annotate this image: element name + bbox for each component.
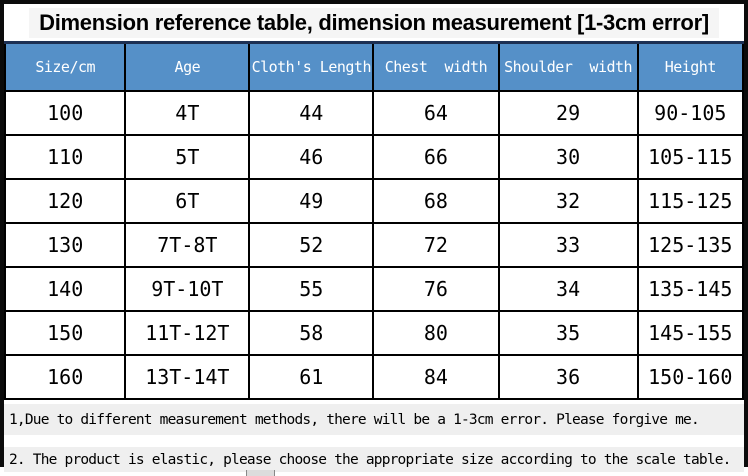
table-cell: 72: [372, 222, 500, 268]
table-cell: 80: [372, 310, 500, 356]
table-cell: 130: [3, 222, 127, 268]
table-cell: 35: [497, 310, 639, 356]
table-cell: 68: [372, 178, 500, 224]
table-row: 160 13T-14T 61 84 36 150-160: [3, 354, 745, 400]
table-header: Size/cm Age Cloth's Length Chest width Shoul…: [3, 41, 745, 92]
table-row: 130 7T-8T 52 72 33 125-135: [3, 222, 745, 268]
table-row: 110 5T 46 66 30 105-115: [3, 134, 745, 180]
table-cell: 34: [497, 266, 639, 312]
table-cell: 9T-10T: [124, 266, 251, 312]
table-cell: 145-155: [636, 310, 745, 356]
table-cell: 100: [3, 90, 127, 136]
table-cell: 52: [248, 222, 375, 268]
table-cell: 66: [372, 134, 500, 180]
page-title: Dimension reference table, dimension mea…: [29, 7, 719, 38]
column-header: Height: [636, 41, 745, 92]
table-row: 150 11T-12T 58 80 35 145-155: [3, 310, 745, 356]
table-cell: 49: [248, 178, 375, 224]
table-cell: 105-115: [636, 134, 745, 180]
table-body: 100 4T 44 64 29 90-105 110 5T 46 66 30 105-115 120 6T…: [3, 90, 745, 400]
table-cell: 11T-12T: [124, 310, 251, 356]
table-cell: 33: [497, 222, 639, 268]
table-cell: 61: [248, 354, 375, 400]
cutoff-fragment: [246, 470, 275, 476]
table-cell: 90-105: [636, 90, 745, 136]
column-header: Age: [124, 41, 251, 92]
table-cell: 6T: [124, 178, 251, 224]
table-cell: 5T: [124, 134, 251, 180]
table-cell: 55: [248, 266, 375, 312]
table-cell: 150-160: [636, 354, 745, 400]
table-row: 120 6T 49 68 32 115-125: [3, 178, 745, 224]
note-line-2: 2. The product is elastic, please choose…: [4, 447, 744, 472]
column-header: Chest width: [372, 41, 500, 92]
table-cell: 58: [248, 310, 375, 356]
table-row: 100 4T 44 64 29 90-105: [3, 90, 745, 136]
column-header: Cloth's Length: [248, 41, 375, 92]
table-cell: 150: [3, 310, 127, 356]
table-cell: 7T-8T: [124, 222, 251, 268]
table-row: 140 9T-10T 55 76 34 135-145: [3, 266, 745, 312]
title-bar: Dimension reference table, dimension mea…: [4, 4, 744, 41]
table-cell: 13T-14T: [124, 354, 251, 400]
table-cell: 29: [497, 90, 639, 136]
table-cell: 36: [497, 354, 639, 400]
column-header: Shoulder width: [497, 41, 639, 92]
table-cell: 46: [248, 134, 375, 180]
table-cell: 110: [3, 134, 127, 180]
table-cell: 44: [248, 90, 375, 136]
column-header: Size/cm: [3, 41, 127, 92]
table-cell: 160: [3, 354, 127, 400]
table-cell: 125-135: [636, 222, 745, 268]
table-cell: 76: [372, 266, 500, 312]
table-cell: 140: [3, 266, 127, 312]
header-row: Size/cm Age Cloth's Length Chest width Shoul…: [3, 41, 745, 92]
table-cell: 4T: [124, 90, 251, 136]
table-cell: 120: [3, 178, 127, 224]
table-cell: 135-145: [636, 266, 745, 312]
note-line-1: 1,Due to different measurement methods, …: [4, 404, 744, 435]
table-cell: 32: [497, 178, 639, 224]
table-cell: 84: [372, 354, 500, 400]
table-cell: 30: [497, 134, 639, 180]
dimension-reference-table: Size/cm Age Cloth's Length Chest width Shoul…: [3, 41, 745, 400]
table-cell: 115-125: [636, 178, 745, 224]
table-cell: 64: [372, 90, 500, 136]
